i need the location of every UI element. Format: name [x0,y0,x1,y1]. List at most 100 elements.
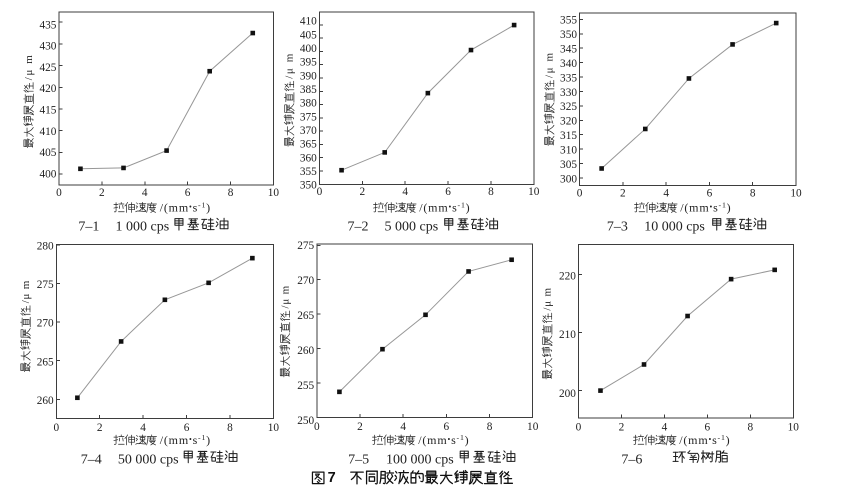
svg-text:420: 420 [39,83,56,95]
svg-text:6: 6 [705,422,711,434]
svg-text:335: 335 [560,72,577,84]
svg-text:7–1: 7–1 [78,220,99,235]
svg-text:255: 255 [297,380,314,392]
svg-text:320: 320 [560,116,577,128]
svg-text:0: 0 [314,421,320,433]
svg-text:7–6: 7–6 [621,452,642,467]
svg-text:0: 0 [577,187,583,199]
svg-text:310: 310 [560,144,577,156]
svg-text:405: 405 [39,147,56,159]
svg-text:5 000 cps: 5 000 cps [385,220,439,235]
svg-text:4: 4 [400,421,406,433]
svg-text:6: 6 [184,422,190,434]
svg-text:8: 8 [750,187,756,199]
svg-text:4: 4 [662,422,668,434]
svg-text:275: 275 [297,240,314,252]
svg-text:8: 8 [487,421,493,433]
svg-text:425: 425 [39,62,56,74]
svg-text:350: 350 [560,29,577,41]
svg-text:/μ m: /μ m [23,54,35,81]
svg-text:315: 315 [560,130,577,142]
svg-text:10: 10 [790,187,802,199]
svg-text:8: 8 [748,422,754,434]
svg-text:410: 410 [39,126,56,138]
svg-text:280: 280 [37,240,54,252]
svg-text:220: 220 [559,271,576,283]
svg-text:100 000 cps: 100 000 cps [386,452,454,467]
svg-text:360: 360 [300,152,317,164]
svg-text:2: 2 [620,187,626,199]
svg-text:6: 6 [185,187,191,199]
svg-text:10: 10 [268,187,280,199]
svg-text:2: 2 [99,187,105,199]
svg-text:10: 10 [527,421,539,433]
svg-text:410: 410 [300,16,317,28]
svg-text:7–5: 7–5 [348,452,369,467]
svg-text:8: 8 [488,186,494,198]
svg-text:210: 210 [559,329,576,341]
svg-text:400: 400 [39,168,56,180]
svg-text:340: 340 [560,58,577,70]
svg-text:200: 200 [559,388,576,400]
svg-text:275: 275 [37,279,54,291]
svg-text:260: 260 [37,395,54,407]
svg-text:7–4: 7–4 [81,452,102,467]
svg-text:415: 415 [39,104,56,116]
svg-text:6: 6 [444,421,450,433]
svg-text:/μ m: /μ m [279,285,291,308]
svg-text:10: 10 [528,186,540,198]
svg-text:4: 4 [140,422,146,434]
svg-text:10: 10 [268,422,280,434]
svg-text:265: 265 [297,310,314,322]
svg-text:355: 355 [560,15,577,27]
svg-text:50 000 cps: 50 000 cps [118,452,179,467]
svg-text:/(mm•s-1): /(mm•s-1) [418,433,469,447]
svg-text:/μ m: /μ m [542,287,554,310]
svg-text:/(mm•s-1): /(mm•s-1) [679,433,730,447]
svg-text:395: 395 [300,57,317,69]
svg-text:2: 2 [619,422,625,434]
svg-text:10 000 cps: 10 000 cps [644,220,705,235]
svg-text:400: 400 [300,43,317,55]
svg-text:370: 370 [300,125,317,137]
svg-text:435: 435 [39,19,56,31]
svg-text:270: 270 [37,318,54,330]
svg-text:8: 8 [228,187,234,199]
svg-text:2: 2 [357,421,363,433]
svg-text:300: 300 [560,173,577,185]
svg-text:/(mm•s-1): /(mm•s-1) [160,200,211,214]
svg-text:365: 365 [300,139,317,151]
svg-text:8: 8 [227,422,233,434]
svg-text:345: 345 [560,43,577,55]
svg-text:0: 0 [576,422,582,434]
svg-text:6: 6 [707,187,713,199]
svg-text:/μ m: /μ m [544,51,556,78]
svg-text:4: 4 [663,187,669,199]
svg-text:1 000 cps: 1 000 cps [116,220,170,235]
svg-text:/(mm•s-1): /(mm•s-1) [419,200,470,214]
svg-text:10: 10 [788,422,800,434]
svg-text:4: 4 [402,186,408,198]
svg-text:260: 260 [297,345,314,357]
svg-text:4: 4 [142,187,148,199]
svg-text:7: 7 [328,470,336,486]
svg-text:265: 265 [37,356,54,368]
svg-text:/(mm•s-1): /(mm•s-1) [160,433,211,447]
svg-text:7–2: 7–2 [348,220,369,235]
svg-text:330: 330 [560,87,577,99]
svg-text:2: 2 [97,422,103,434]
svg-text:/(mm•s-1): /(mm•s-1) [680,200,731,214]
svg-text:7–3: 7–3 [607,220,628,235]
svg-text:385: 385 [300,84,317,96]
svg-text:2: 2 [359,186,365,198]
svg-text:0: 0 [56,187,62,199]
svg-text:375: 375 [300,111,317,123]
svg-text:405: 405 [300,29,317,41]
svg-text:250: 250 [297,415,314,427]
svg-text:/μ m: /μ m [20,280,32,303]
svg-text:6: 6 [445,186,451,198]
svg-text:380: 380 [300,98,317,110]
svg-text:355: 355 [300,166,317,178]
svg-text:0: 0 [317,186,323,198]
svg-text:430: 430 [39,41,56,53]
